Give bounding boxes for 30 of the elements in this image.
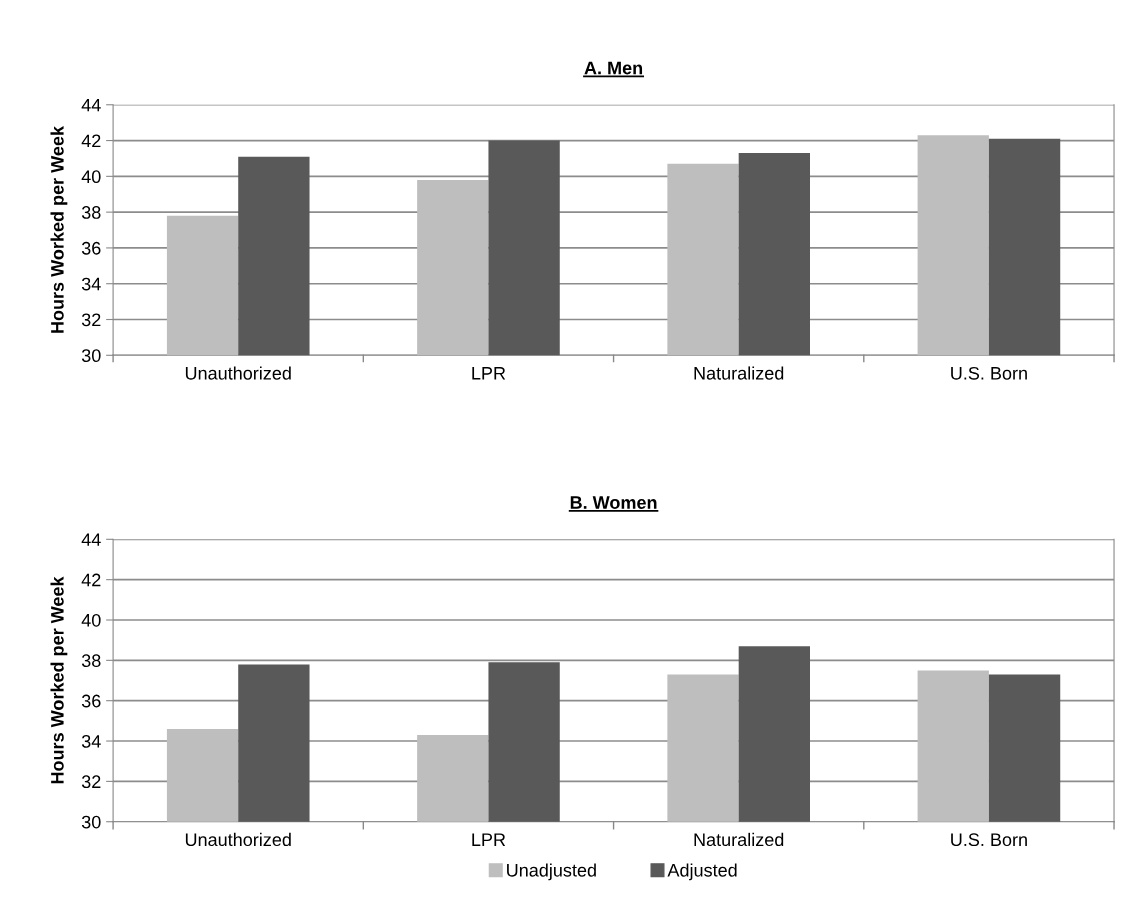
x-tick-label: LPR <box>472 833 506 846</box>
y-tick-label: 36 <box>81 694 101 708</box>
y-tick-label: 34 <box>81 734 101 748</box>
y-axis-title: Hours Worked per Week <box>50 576 68 784</box>
y-tick-label: 32 <box>81 313 101 327</box>
x-tick-label: U.S. Born <box>951 366 1027 380</box>
chart-title: B. Women <box>570 496 657 509</box>
y-tick-label: 38 <box>81 206 101 219</box>
y-tick-label: 40 <box>81 170 101 184</box>
y-tick-label: 30 <box>81 349 101 363</box>
y-tick-label: 42 <box>81 134 101 148</box>
y-tick-label: 44 <box>81 98 101 112</box>
y-tick-label: 36 <box>81 241 101 255</box>
y-tick-label: 32 <box>81 775 101 789</box>
legend-label: Unadjusted <box>507 863 596 881</box>
y-tick-label: 30 <box>81 815 101 829</box>
legend-label: Adjusted <box>667 863 737 881</box>
x-tick-label: Naturalized <box>694 366 784 380</box>
y-axis-title: Hours Worked per Week <box>50 125 68 333</box>
x-tick-label: Unauthorized <box>185 832 291 847</box>
y-tick-label: 40 <box>81 613 101 627</box>
y-tick-label: 42 <box>81 573 101 587</box>
y-tick-label: 34 <box>81 277 101 291</box>
y-tick-label: 38 <box>81 654 101 668</box>
x-tick-label: Unauthorized <box>185 366 291 380</box>
x-tick-label: LPR <box>472 367 506 380</box>
x-tick-label: Naturalized <box>694 832 784 847</box>
chart-title: A. Men <box>584 61 643 75</box>
y-tick-label: 44 <box>81 533 101 546</box>
x-tick-label: U.S. Born <box>951 833 1027 847</box>
